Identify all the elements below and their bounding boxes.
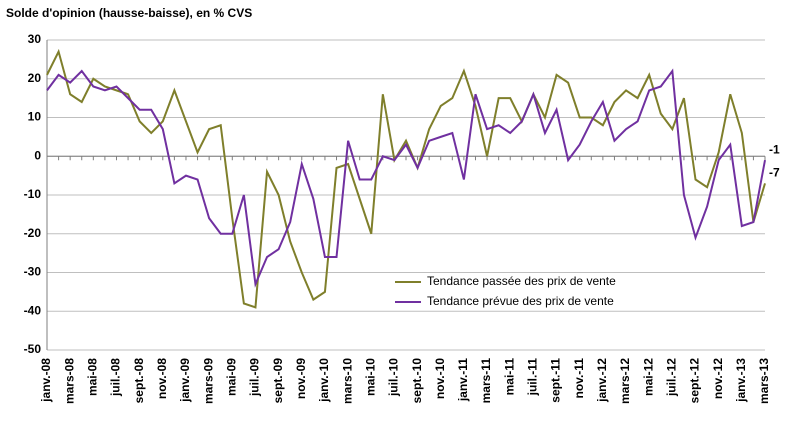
x-tick-label: juil.-10 [387,358,401,397]
x-tick-label: mai-09 [224,358,238,396]
x-tick-label: mars-10 [340,358,354,404]
x-tick-label: sept.-09 [271,358,285,404]
legend-label: Tendance prévue des prix de vente [427,294,614,308]
x-tick-label: janv.-12 [595,358,609,403]
x-tick-label: nov.-12 [711,358,725,399]
x-tick-label: sept.-11 [549,358,563,403]
x-tick-label: mai-11 [502,358,516,396]
legend-label: Tendance passée des prix de vente [427,274,616,288]
x-tick-label: juil.-09 [248,358,262,397]
y-tick-label: -50 [24,342,42,356]
x-tick-label: janv.-11 [456,358,470,402]
y-tick-label: -20 [24,226,42,240]
x-tick-label: mai-10 [363,358,377,396]
x-tick-label: nov.-08 [155,358,169,399]
x-tick-label: mars-13 [757,358,771,404]
y-tick-label: 10 [28,110,42,124]
chart-title: Solde d'opinion (hausse-baisse), en % CV… [6,6,252,20]
x-tick-label: mai-12 [641,358,655,396]
x-tick-label: nov.-10 [433,358,447,399]
y-tick-label: 30 [28,32,42,46]
x-tick-label: juil.-08 [109,358,123,397]
y-tick-label: 0 [34,148,41,162]
x-tick-label: sept.-08 [132,358,146,404]
x-tick-label: janv.-09 [178,358,192,403]
x-tick-label: juil.-11 [526,358,540,397]
end-label: -7 [769,166,780,180]
x-tick-label: janv.-10 [317,358,331,403]
x-tick-label: mai-08 [85,358,99,396]
x-tick-label: nov.-09 [294,358,308,399]
x-tick-label: mars-12 [618,358,632,404]
x-tick-label: sept.-12 [688,358,702,404]
y-tick-label: -40 [24,303,42,317]
x-tick-label: sept.-10 [410,358,424,404]
x-tick-label: juil.-12 [665,358,679,397]
end-label: -1 [769,142,780,156]
y-tick-label: -10 [24,187,42,201]
x-tick-label: mars-08 [62,358,76,404]
x-tick-label: nov.-11 [572,358,586,399]
series-line [46,68,766,288]
x-tick-label: mars-11 [479,358,493,404]
x-tick-label: janv.-08 [39,358,53,403]
series-line [46,48,766,309]
y-tick-label: -30 [24,265,42,279]
y-tick-label: 20 [28,71,42,85]
x-tick-label: janv.-13 [734,358,748,403]
x-tick-label: mars-09 [201,358,215,404]
